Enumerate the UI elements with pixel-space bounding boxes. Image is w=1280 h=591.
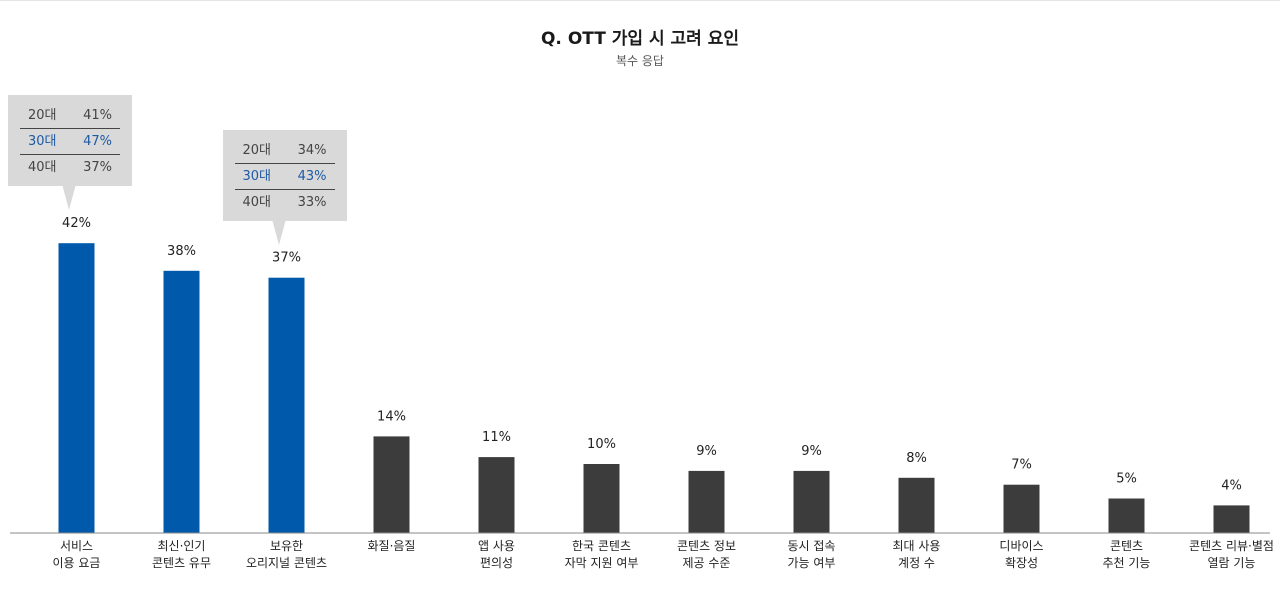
bar <box>1003 484 1040 533</box>
x-tick-label: 열람 기능 <box>1208 556 1256 570</box>
callout-age-value: 37% <box>83 160 112 176</box>
bar <box>1108 498 1145 533</box>
chart-title: Q. OTT 가입 시 고려 요인 <box>540 29 740 49</box>
bar <box>1213 505 1250 533</box>
callout-age-label: 40대 <box>242 194 272 210</box>
callout-age-label: 40대 <box>28 160 57 176</box>
callout-age-label: 30대 <box>28 134 57 150</box>
bar <box>793 470 830 533</box>
x-tick-label: 콘텐츠 <box>1110 539 1143 553</box>
callout-pointer <box>271 218 286 245</box>
bar <box>688 470 725 533</box>
data-label: 10% <box>587 437 616 452</box>
x-tick-label: 화질·음질 <box>368 539 416 553</box>
data-label: 42% <box>62 216 91 231</box>
x-tick-label: 최대 사용 <box>893 539 941 553</box>
callout-age-value: 33% <box>297 194 327 210</box>
bar <box>163 270 200 533</box>
data-label: 4% <box>1221 478 1242 493</box>
x-tick-label: 확장성 <box>1005 556 1038 570</box>
x-tick-label: 제공 수준 <box>683 556 731 570</box>
data-label: 7% <box>1011 458 1032 473</box>
callout-age-value: 43% <box>297 168 327 184</box>
bar <box>898 477 935 533</box>
data-label: 5% <box>1116 472 1137 487</box>
callout-age-label: 20대 <box>242 142 272 158</box>
callout-age-label: 30대 <box>242 168 272 184</box>
data-label: 38% <box>167 244 196 259</box>
x-tick-label: 앱 사용 <box>478 539 515 553</box>
callout-row: 40대 37% <box>20 155 120 180</box>
callout-pointer <box>61 184 76 211</box>
bar <box>268 277 305 533</box>
age-breakdown-callout: 20대 34% 30대 43% 40대 33% <box>222 129 347 221</box>
bar <box>373 436 410 533</box>
callout-row: 40대 33% <box>235 190 335 215</box>
callout-row: 30대 43% <box>234 162 335 190</box>
callout-age-value: 47% <box>83 134 112 150</box>
x-tick-label: 추천 기능 <box>1103 555 1151 570</box>
age-breakdown-callout: 20대 41% 30대 47% 40대 37% <box>8 95 132 187</box>
x-tick-label: 콘텐츠 유무 <box>152 556 211 570</box>
x-tick-label: 이용 요금 <box>53 556 101 570</box>
x-tick-label: 서비스 <box>60 539 93 553</box>
x-tick-label: 자막 지원 여부 <box>565 556 639 570</box>
bar <box>58 243 95 533</box>
data-label: 11% <box>482 430 511 445</box>
x-tick-label: 콘텐츠 정보 <box>677 539 736 553</box>
chart-subtitle: 복수 응답 <box>616 54 664 68</box>
data-label: 9% <box>696 444 717 459</box>
callout-age-label: 20대 <box>28 108 57 124</box>
x-tick-label: 콘텐츠 리뷰·별점 <box>1189 539 1274 553</box>
top-rule <box>0 0 1280 1</box>
data-label: 14% <box>377 409 406 424</box>
bar <box>583 464 620 533</box>
callout-row: 20대 34% <box>235 138 335 163</box>
x-tick-label: 편의성 <box>480 556 513 570</box>
x-tick-label: 동시 접속 <box>788 539 836 553</box>
callout-row: 20대 41% <box>20 103 120 128</box>
data-label: 8% <box>906 451 927 466</box>
data-label: 9% <box>801 444 822 459</box>
callout-age-value: 34% <box>297 142 327 158</box>
x-tick-label: 최신·인기 <box>158 539 206 553</box>
x-tick-label: 한국 콘텐츠 <box>572 539 631 553</box>
x-tick-label: 계정 수 <box>898 556 935 570</box>
x-tick-label: 보유한 <box>270 539 303 553</box>
x-tick-label: 가능 여부 <box>788 556 836 570</box>
x-tick-label: 오리지널 콘텐츠 <box>246 556 327 570</box>
callout-age-value: 41% <box>83 108 112 124</box>
bar <box>478 457 515 533</box>
data-label: 37% <box>272 251 301 266</box>
callout-row: 30대 47% <box>20 128 120 156</box>
x-tick-label: 디바이스 <box>999 539 1043 553</box>
